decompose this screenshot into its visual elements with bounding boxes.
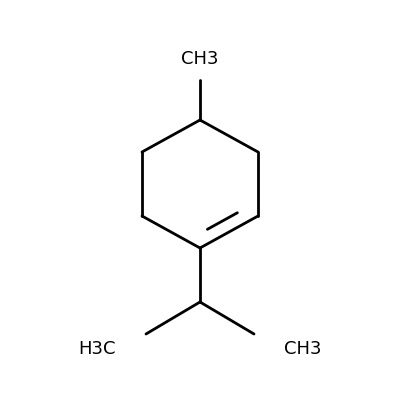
Text: CH3: CH3: [284, 340, 322, 358]
Text: CH3: CH3: [181, 50, 219, 68]
Text: H3C: H3C: [78, 340, 116, 358]
